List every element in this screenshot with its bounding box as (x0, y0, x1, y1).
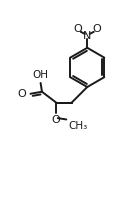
Text: O: O (18, 89, 26, 99)
Text: N: N (83, 31, 91, 41)
Text: CH₃: CH₃ (68, 122, 88, 131)
Text: O: O (52, 115, 61, 125)
Text: O: O (73, 24, 82, 34)
Text: O: O (92, 24, 101, 34)
Text: OH: OH (33, 70, 49, 80)
